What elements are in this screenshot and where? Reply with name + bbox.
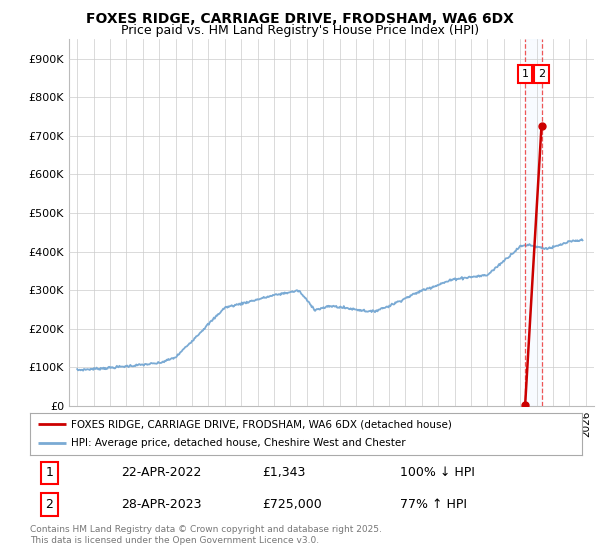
Text: 1: 1 — [46, 466, 53, 479]
Text: £1,343: £1,343 — [262, 466, 305, 479]
Text: FOXES RIDGE, CARRIAGE DRIVE, FRODSHAM, WA6 6DX: FOXES RIDGE, CARRIAGE DRIVE, FRODSHAM, W… — [86, 12, 514, 26]
Text: HPI: Average price, detached house, Cheshire West and Chester: HPI: Average price, detached house, Ches… — [71, 438, 406, 449]
Text: 1: 1 — [521, 69, 529, 79]
Text: 28-APR-2023: 28-APR-2023 — [121, 498, 202, 511]
Text: 100% ↓ HPI: 100% ↓ HPI — [400, 466, 475, 479]
Text: 2: 2 — [46, 498, 53, 511]
Text: FOXES RIDGE, CARRIAGE DRIVE, FRODSHAM, WA6 6DX (detached house): FOXES RIDGE, CARRIAGE DRIVE, FRODSHAM, W… — [71, 419, 452, 429]
Text: £725,000: £725,000 — [262, 498, 322, 511]
Text: Contains HM Land Registry data © Crown copyright and database right 2025.
This d: Contains HM Land Registry data © Crown c… — [30, 525, 382, 545]
Bar — [525, 39, 542, 406]
Text: 22-APR-2022: 22-APR-2022 — [121, 466, 202, 479]
Text: Price paid vs. HM Land Registry's House Price Index (HPI): Price paid vs. HM Land Registry's House … — [121, 24, 479, 36]
Text: 2: 2 — [538, 69, 545, 79]
Text: 77% ↑ HPI: 77% ↑ HPI — [400, 498, 467, 511]
